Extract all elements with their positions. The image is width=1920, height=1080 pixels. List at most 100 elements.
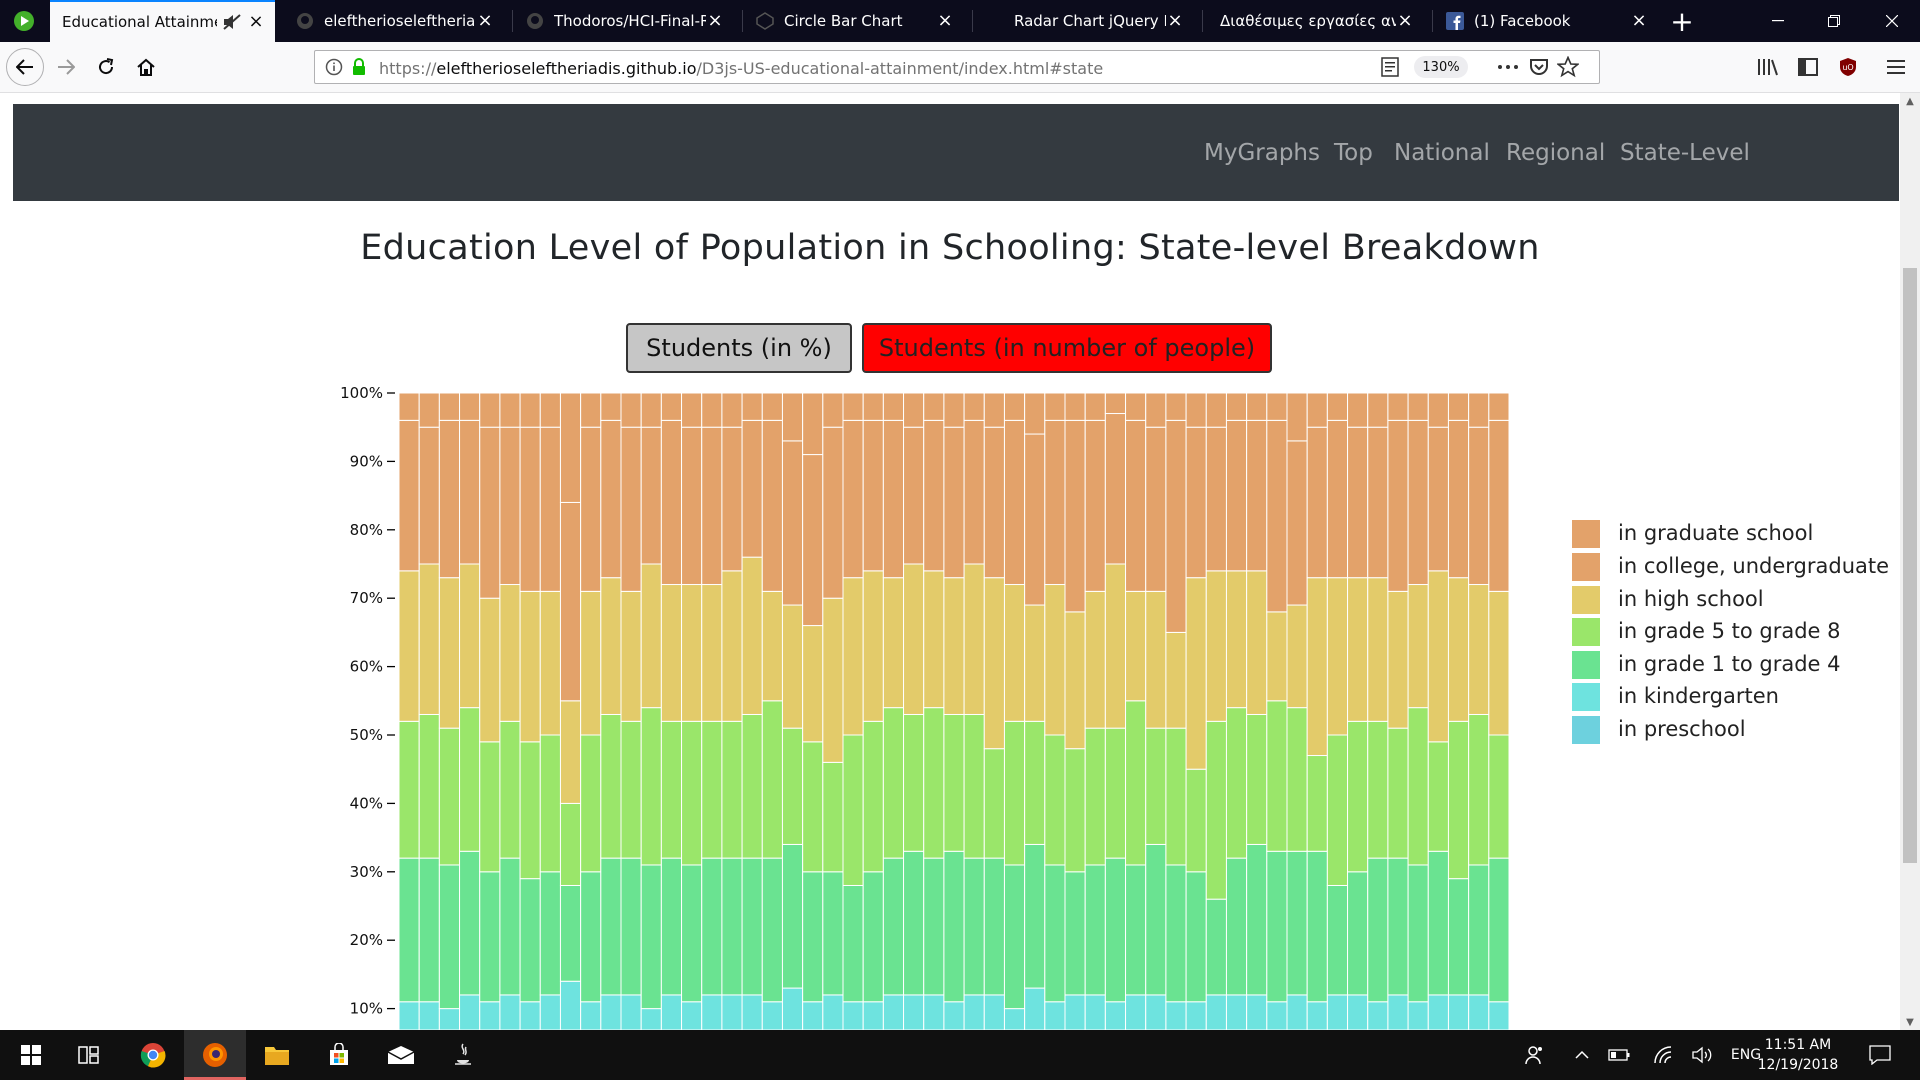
info-icon[interactable]	[325, 58, 343, 80]
zoom-level-badge[interactable]: 130%	[1414, 56, 1468, 78]
close-window-icon[interactable]	[1866, 0, 1918, 42]
bar-segment-college-undergraduate	[1347, 426, 1369, 579]
bar-segment-college-undergraduate	[1488, 419, 1510, 592]
tab-close-icon[interactable]: ×	[1397, 10, 1413, 31]
bar-segment-grade-1-4	[1145, 843, 1167, 996]
nav-link-mygraphs[interactable]: MyGraphs	[1204, 140, 1320, 166]
bar-segment-college-undergraduate	[1003, 419, 1026, 586]
scroll-down-arrow-icon[interactable]: ▼	[1906, 1016, 1914, 1028]
bar-segment-graduate-school	[1024, 392, 1046, 435]
tab-educational-attainment[interactable]: Educational Attainment ×	[50, 0, 275, 42]
tab-close-icon[interactable]: ×	[1631, 10, 1647, 31]
firefox-menu-icon[interactable]	[0, 0, 48, 42]
bar-segment-grade-1-4	[862, 871, 884, 1003]
tab-greek-jobs[interactable]: Διαθέσιμες εργασίες ανάπ ×	[1204, 0, 1424, 42]
bar-segment-college-undergraduate	[640, 426, 662, 565]
tab-radar-chart[interactable]: Radar Chart jQuery Plug ×	[974, 0, 1194, 42]
bar-segment-grade-1-4	[923, 857, 945, 996]
tab-facebook[interactable]: (1) Facebook ×	[1434, 0, 1658, 42]
legend-item: in kindergarten	[1572, 681, 1902, 711]
wifi-icon[interactable]	[1648, 1030, 1678, 1080]
reload-icon[interactable]	[88, 49, 124, 85]
back-arrow-icon[interactable]	[6, 48, 44, 86]
bar-segment-grade-5-8	[1165, 727, 1187, 866]
tab-close-icon[interactable]: ×	[1167, 10, 1183, 31]
hamburger-menu-icon[interactable]	[1878, 49, 1914, 85]
bar-segment-kindergarten	[681, 1001, 703, 1030]
bar-segment-grade-5-8	[1447, 720, 1470, 880]
bar-segment-high-school	[1104, 563, 1127, 729]
reader-view-icon[interactable]	[1381, 57, 1399, 81]
show-hidden-icons-chevron-icon[interactable]	[1570, 1030, 1594, 1080]
ublock-origin-icon[interactable]: uO	[1830, 49, 1866, 85]
tab-github-repo[interactable]: Thodoros/HCI-Final-Re ×	[514, 0, 734, 42]
store-icon[interactable]	[308, 1030, 370, 1080]
nav-link-national[interactable]: National	[1394, 140, 1490, 166]
tab-close-icon[interactable]: ×	[937, 10, 953, 31]
vertical-scrollbar[interactable]: ▲ ▼	[1900, 93, 1920, 1030]
restore-icon[interactable]	[1808, 0, 1860, 42]
bar-segment-graduate-school	[822, 392, 844, 428]
tab-title: Radar Chart jQuery Plug	[1014, 12, 1166, 30]
chrome-icon[interactable]	[122, 1030, 184, 1080]
bar-segment-grade-1-4	[1104, 857, 1127, 1003]
url-bar[interactable]: https://eleftherioseleftheriadis.github.…	[314, 50, 1600, 84]
bar-segment-high-school	[1246, 570, 1268, 715]
system-clock[interactable]: 11:51 AM 12/19/2018	[1752, 1035, 1844, 1075]
bar-segment-grade-1-4	[963, 857, 985, 996]
tab-circle-bar-chart[interactable]: Circle Bar Chart ×	[744, 0, 964, 42]
mail-icon[interactable]	[370, 1030, 432, 1080]
bar-segment-grade-1-4	[640, 864, 662, 1010]
bar-segment-high-school	[519, 590, 541, 743]
students-count-button[interactable]: Students (in number of people)	[862, 323, 1272, 373]
java-icon[interactable]	[432, 1030, 494, 1080]
bar-segment-college-undergraduate	[963, 419, 985, 565]
bookmark-star-icon[interactable]	[1556, 55, 1580, 82]
task-view-icon[interactable]	[58, 1030, 120, 1080]
bar-segment-high-school	[701, 584, 723, 722]
students-percent-button[interactable]: Students (in %)	[626, 323, 852, 373]
page-actions-icon[interactable]	[1497, 57, 1519, 81]
scrollbar-thumb[interactable]	[1903, 268, 1917, 863]
bar-segment-grade-1-4	[1488, 857, 1510, 1003]
sound-muted-icon[interactable]	[223, 13, 241, 31]
bar-segment-graduate-school	[640, 392, 662, 428]
bar-segment-college-undergraduate	[1064, 419, 1086, 613]
minimize-icon[interactable]	[1752, 0, 1804, 42]
bar-segment-high-school	[1125, 590, 1147, 702]
language-indicator[interactable]: ENG	[1730, 1047, 1762, 1063]
lock-icon[interactable]	[351, 57, 367, 81]
tab-title: Διαθέσιμες εργασίες ανάπ	[1220, 12, 1396, 30]
nav-link-top[interactable]: Top	[1334, 140, 1373, 166]
bar-segment-grade-1-4	[1205, 898, 1227, 996]
nav-link-state-level[interactable]: State-Level	[1620, 140, 1750, 166]
battery-icon[interactable]	[1604, 1030, 1634, 1080]
bar-segment-high-school	[459, 563, 481, 709]
bar-segment-graduate-school	[882, 392, 905, 421]
url-text[interactable]: https://eleftherioseleftheriadis.github.…	[379, 59, 1103, 78]
bar-segment-kindergarten	[882, 994, 905, 1030]
scroll-up-arrow-icon[interactable]: ▲	[1906, 95, 1914, 107]
library-shelf-icon[interactable]	[1750, 49, 1786, 85]
forward-arrow-icon[interactable]	[48, 49, 84, 85]
windows-start-icon[interactable]	[0, 1030, 62, 1080]
tab-close-icon[interactable]: ×	[248, 11, 264, 32]
home-icon[interactable]	[128, 49, 164, 85]
bar-segment-high-school	[1185, 577, 1207, 770]
notifications-icon[interactable]	[1860, 1030, 1900, 1080]
firefox-taskbar-icon[interactable]	[184, 1030, 246, 1080]
people-icon[interactable]	[1520, 1030, 1550, 1080]
active-app-indicator	[184, 1077, 246, 1080]
tab-close-icon[interactable]: ×	[707, 10, 723, 31]
volume-icon[interactable]	[1688, 1030, 1718, 1080]
bar-segment-kindergarten	[1064, 994, 1086, 1030]
tab-close-icon[interactable]: ×	[477, 10, 493, 31]
bar-segment-grade-1-4	[1246, 843, 1268, 996]
new-tab-icon[interactable]: +	[1670, 4, 1694, 38]
nav-link-regional[interactable]: Regional	[1506, 140, 1606, 166]
file-explorer-icon[interactable]	[246, 1030, 308, 1080]
bar-segment-grade-5-8	[1024, 720, 1046, 845]
tab-github-profile[interactable]: eleftherioseleftheriadis ×	[284, 0, 504, 42]
pocket-icon[interactable]	[1529, 57, 1549, 81]
sidebar-icon[interactable]	[1790, 49, 1826, 85]
